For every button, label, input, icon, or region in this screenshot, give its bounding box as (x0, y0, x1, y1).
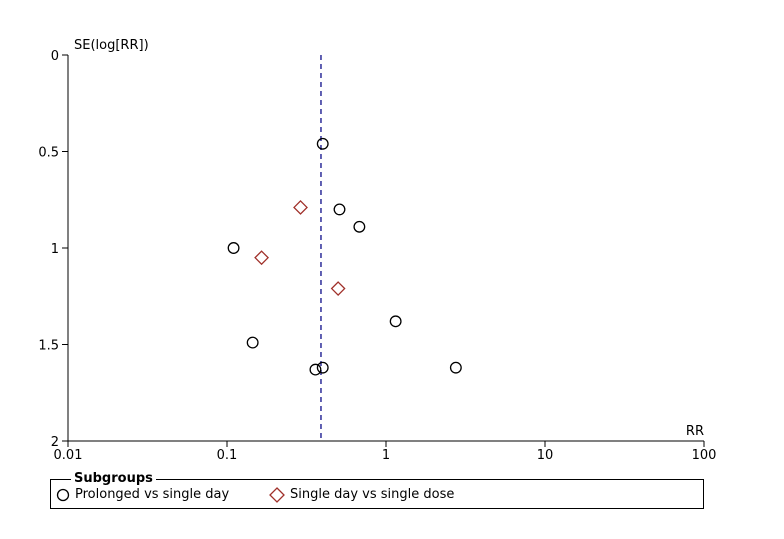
data-point-circle (333, 203, 346, 216)
data-point-circle (316, 361, 329, 374)
data-point-diamond (330, 281, 346, 296)
y-tick-label: 1.5 (38, 339, 59, 354)
y-tick-label: 0.5 (38, 146, 59, 161)
data-point-circle (246, 336, 259, 349)
data-point-circle (227, 242, 240, 254)
circle-marker-icon (56, 488, 70, 502)
legend-title: Subgroups (71, 471, 156, 487)
y-tick-label: 2 (51, 435, 59, 450)
data-point-diamond (293, 200, 308, 215)
x-tick-label: 0.1 (217, 448, 238, 463)
data-point-circle (316, 137, 329, 150)
x-tick-label: 100 (692, 448, 717, 463)
axes: 0 0.5 1 1.5 20.01 0.1 1 10 100 SE(log[RR]) RR (38, 38, 716, 463)
data-point-circle (309, 363, 322, 376)
funnel-plot: 0 0.5 1 1.5 20.01 0.1 1 10 100 SE(log[RR]) RR (38, 38, 716, 463)
legend: Subgroups Prolonged vs single day Single… (50, 471, 704, 509)
legend-label-prolonged: Prolonged vs single day (75, 487, 230, 502)
x-tick-label: 1 (382, 448, 390, 463)
legend-label-single-day: Single day vs single dose (290, 487, 455, 502)
data-point-circle (353, 220, 366, 233)
y-tick-label: 0 (51, 49, 59, 64)
x-tick-label: 0.01 (54, 448, 83, 463)
y-tick-label: 1 (51, 242, 59, 257)
legend-item-single-day: Single day vs single dose (269, 487, 454, 503)
diamond-marker-icon (269, 487, 285, 503)
data-point-circle (449, 361, 462, 374)
data-point-diamond (254, 250, 269, 266)
legend-item-prolonged: Prolonged vs single day (56, 487, 229, 503)
data-point-circle (389, 315, 402, 328)
data-points (227, 137, 462, 376)
y-axis-title: SE(log[RR]) (74, 38, 149, 53)
x-axis-title: RR (686, 424, 704, 439)
x-tick-label: 10 (537, 448, 554, 463)
